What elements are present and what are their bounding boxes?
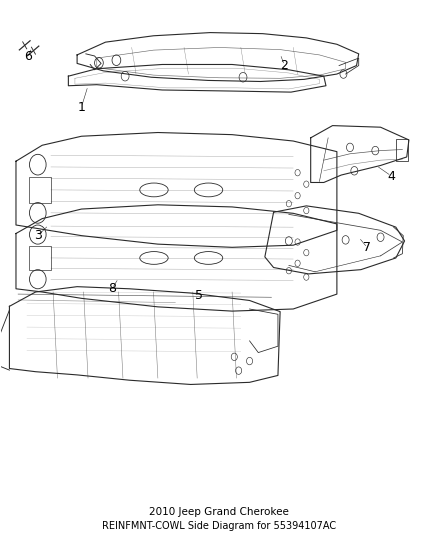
Text: 2: 2 [281,59,289,72]
Text: 8: 8 [108,282,116,295]
Text: 4: 4 [388,169,396,183]
Text: 1: 1 [78,101,85,114]
Text: REINFMNT-COWL Side Diagram for 55394107AC: REINFMNT-COWL Side Diagram for 55394107A… [102,521,336,531]
Text: 5: 5 [195,289,203,302]
Bar [29,177,51,203]
Text: 7: 7 [364,241,371,254]
Bar [396,139,408,161]
Text: 6: 6 [24,50,32,63]
Text: 3: 3 [34,229,42,242]
Text: 2010 Jeep Grand Cherokee: 2010 Jeep Grand Cherokee [149,507,289,517]
Bar [29,246,51,270]
